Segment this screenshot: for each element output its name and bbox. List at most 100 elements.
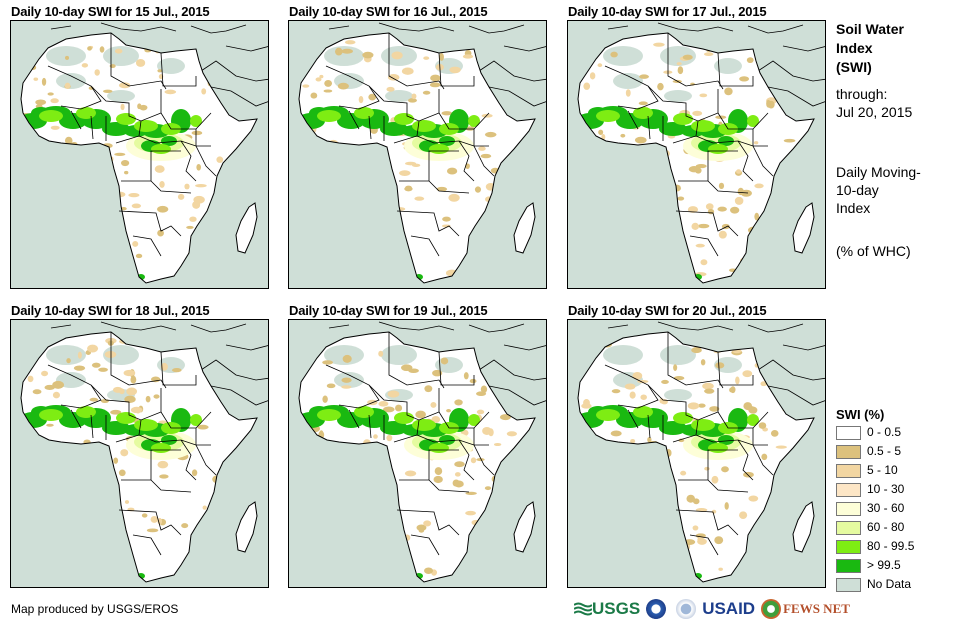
swi-cell [43,242,54,249]
swi-cell [344,181,356,186]
swi-cell [224,172,229,177]
swi-cell [93,492,106,496]
swi-cell [709,406,720,412]
swi-cell [73,365,86,371]
swi-cell [648,440,659,446]
swi-cell [652,145,659,153]
swi-cell [36,236,45,245]
panel-title-1: Daily 10-day SWI for 15 Jul., 2015 [11,4,210,19]
swi-cell [491,475,499,483]
swi-cell [380,122,408,136]
country-border [604,65,659,110]
swi-cell [708,144,728,154]
swi-cell [91,362,101,368]
swi-cell [766,366,776,373]
swi-cell [758,422,767,429]
coastline [20,331,258,583]
swi-cell [114,152,126,156]
swi-cell [625,89,631,97]
country-border [678,180,749,194]
swi-cell [210,509,218,515]
swi-cell [359,180,367,184]
country-border [47,364,102,409]
swi-cell [324,249,334,255]
swi-cell [64,136,73,145]
swi-cell [319,430,324,437]
swi-cell [58,450,66,455]
eurasia-outline [50,321,268,406]
swi-cell [739,511,748,519]
swi-cell [506,205,513,213]
swi-cell [124,395,136,403]
swi-cell [118,469,126,477]
swi-cell [76,239,84,247]
swi-cell [25,56,34,61]
swi-cell [423,520,432,527]
swi-cell [369,489,376,496]
country-border [604,364,659,409]
country-border [410,534,440,556]
swi-cell [66,205,78,214]
swi-cell [48,501,56,508]
swi-cell [352,497,359,503]
swi-cell [29,338,40,343]
swi-cell [497,552,503,560]
swi-cell [708,443,728,453]
country-border [348,409,385,440]
swi-cell [82,245,91,250]
country-border [348,110,385,141]
swi-cell [686,494,696,503]
swi-cell [87,473,99,480]
fews-net-logo: FEWS NET [761,599,850,619]
swi-cell [491,258,497,266]
country-border [678,479,749,493]
swi-cell [52,556,63,560]
swi-cell [436,186,448,192]
swi-cell [739,76,750,82]
swi-cell [102,89,113,94]
swi-cell [324,79,333,87]
swi-cell [703,52,714,57]
swi-cell [78,494,84,498]
swi-cell [110,409,122,415]
swi-cell [344,537,354,541]
swi-cell [87,199,94,207]
swi-cell [753,141,759,145]
swi-cell [322,197,331,201]
swi-cell [418,528,425,533]
swi-cell [64,55,70,60]
swi-cell [401,364,413,372]
swi-cell [349,447,362,456]
swi-cell [76,222,87,226]
swi-cell [50,125,60,130]
swi-cell [497,548,506,554]
country-border [717,52,754,87]
panel-title-4: Daily 10-day SWI for 18 Jul., 2015 [11,303,210,318]
swi-cell [126,387,138,396]
swi-cell [197,424,209,430]
swi-cell [375,224,381,229]
swi-cell [323,171,336,175]
swi-cell [416,524,427,531]
swi-cell [47,566,53,575]
swi-cell [638,515,645,520]
swi-cell [502,263,514,272]
swi-cell [395,404,403,412]
swi-cell [729,387,734,393]
swi-cell [352,462,358,470]
swi-cell [386,86,395,92]
swi-cell [341,48,353,54]
swi-cell [717,206,727,212]
legend-label: 0 - 0.5 [867,425,902,439]
swi-cell [207,525,218,533]
swi-cell [302,129,309,135]
swi-cell [330,553,336,561]
swi-cell [301,217,308,223]
swi-cell [381,248,388,254]
swi-cell [470,457,477,464]
swi-cell [714,536,724,545]
swi-cell [87,344,99,353]
swi-cell [72,216,83,223]
swi-cell [337,82,349,90]
swi-cell [324,345,364,365]
